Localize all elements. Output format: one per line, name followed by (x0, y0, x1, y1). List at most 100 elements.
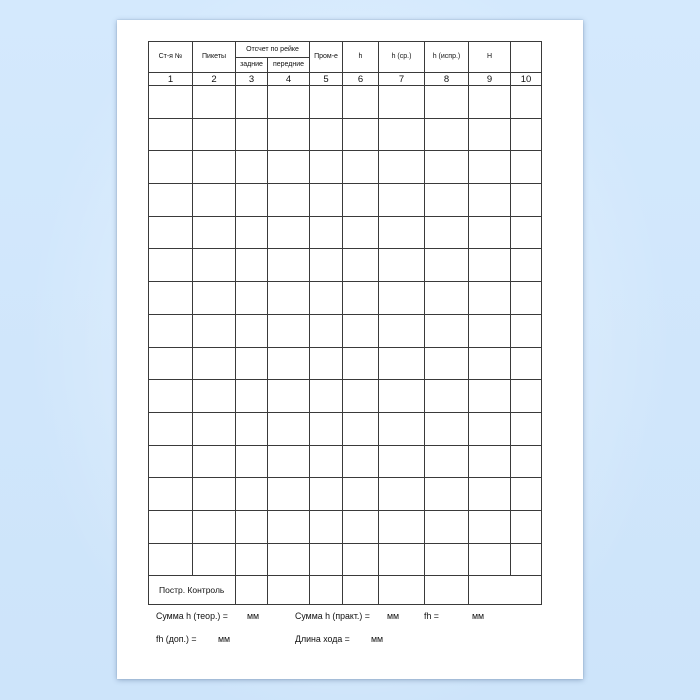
body-cell (148, 183, 193, 217)
control-cell (342, 575, 379, 606)
body-cell (267, 248, 310, 283)
body-cell (148, 509, 193, 544)
body-cell (468, 542, 511, 577)
body-cell (148, 281, 193, 315)
body-cell (342, 85, 379, 119)
fh-unit: мм (472, 611, 485, 621)
body-cell (192, 183, 236, 217)
header-intermediate: Пром-е (309, 41, 343, 73)
body-cell (267, 183, 310, 217)
column-number: 2 (192, 72, 236, 86)
body-cell (424, 150, 469, 185)
column-number: 3 (235, 72, 268, 86)
header-h-corr: h (испр.) (424, 41, 469, 73)
body-cell (342, 281, 379, 315)
body-cell (468, 281, 511, 315)
body-cell (510, 117, 542, 152)
sum-h-theor-label: Сумма h (теор.) = (156, 611, 228, 621)
body-cell (235, 281, 268, 315)
body-cell (148, 346, 193, 381)
body-cell (192, 281, 236, 315)
header-front: передние (267, 57, 310, 73)
body-cell (510, 150, 542, 185)
body-cell (267, 313, 310, 348)
body-cell (192, 379, 236, 413)
body-cell (192, 477, 236, 511)
body-cell (192, 509, 236, 544)
fh-label: fh = (424, 611, 439, 621)
body-cell (148, 411, 193, 446)
body-cell (510, 379, 542, 413)
body-cell (510, 542, 542, 577)
header-h-avg: h (ср.) (378, 41, 425, 73)
body-cell (510, 477, 542, 511)
fh-dop-label: fh (доп.) = (156, 634, 197, 644)
table-row (148, 248, 542, 283)
column-number: 4 (267, 72, 310, 86)
body-cell (235, 379, 268, 413)
body-cell (192, 215, 236, 250)
control-label: Постр. Контроль (148, 575, 236, 606)
table-row (148, 313, 542, 348)
body-cell (148, 117, 193, 152)
body-cell (148, 379, 193, 413)
body-cell (510, 411, 542, 446)
body-cell (468, 150, 511, 185)
body-cell (424, 281, 469, 315)
table-row (148, 215, 542, 250)
body-cell (192, 542, 236, 577)
control-cell (267, 575, 310, 606)
body-cell (309, 150, 343, 185)
body-cell (468, 509, 511, 544)
body-cell (192, 85, 236, 119)
body-cell (235, 509, 268, 544)
body-cell (468, 444, 511, 479)
body-cell (309, 509, 343, 544)
body-cell (378, 248, 425, 283)
body-cell (510, 281, 542, 315)
control-cell (235, 575, 268, 606)
route-length-unit: мм (371, 634, 384, 644)
body-cell (267, 542, 310, 577)
body-cell (235, 215, 268, 250)
body-cell (309, 183, 343, 217)
body-cell (192, 117, 236, 152)
body-cell (342, 542, 379, 577)
table-row (148, 411, 542, 446)
body-cell (267, 509, 310, 544)
table-row (148, 346, 542, 381)
body-cell (192, 248, 236, 283)
body-cell (510, 183, 542, 217)
body-cell (378, 150, 425, 185)
header-row-1: Ст-я № Пикеты Отсчет по рейке Пром-е h h… (148, 41, 542, 73)
body-cell (148, 542, 193, 577)
body-cell (267, 215, 310, 250)
body-cell (309, 346, 343, 381)
body-cell (309, 248, 343, 283)
body-cell (148, 215, 193, 250)
table-row (148, 444, 542, 479)
body-cell (424, 85, 469, 119)
body-cell (192, 150, 236, 185)
header-row-2: задние передние (149, 57, 542, 73)
body-cell (342, 313, 379, 348)
body-cell (342, 444, 379, 479)
body-cell (378, 85, 425, 119)
body-cell (468, 346, 511, 381)
body-cell (468, 85, 511, 119)
body-cell (235, 183, 268, 217)
body-cell (510, 346, 542, 381)
body-cell (424, 379, 469, 413)
body-cell (510, 248, 542, 283)
body-cell (378, 379, 425, 413)
body-cell (342, 150, 379, 185)
body-cell (378, 509, 425, 544)
body-cell (468, 248, 511, 283)
body-cell (148, 477, 193, 511)
body-cell (424, 117, 469, 152)
body-cell (468, 379, 511, 413)
column-number: 9 (468, 72, 511, 86)
body-cell (378, 444, 425, 479)
body-cell (378, 477, 425, 511)
